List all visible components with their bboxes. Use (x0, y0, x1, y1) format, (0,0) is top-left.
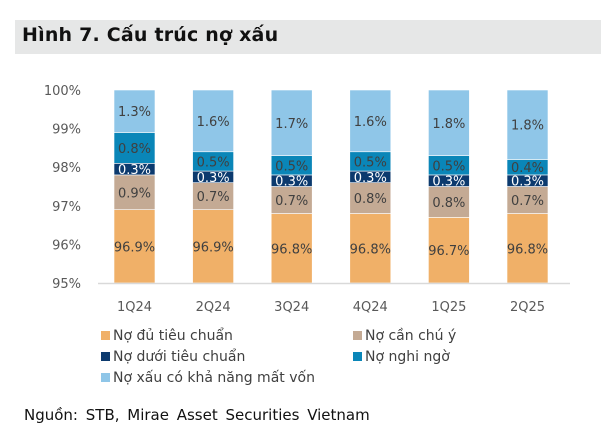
bar-segment (113, 89, 156, 133)
legend-label: Nợ cần chú ý (365, 328, 456, 344)
data-label: 1.6% (354, 115, 387, 130)
figure-title-bar: Hình 7. Cấu trúc nợ xấu (15, 20, 601, 54)
bar-segment (349, 182, 392, 214)
data-label: 1.7% (275, 117, 308, 132)
figure-title: Hình 7. Cấu trúc nợ xấu (22, 24, 279, 46)
legend-swatch (101, 373, 110, 382)
bar-segment (270, 186, 313, 214)
legend-swatch (101, 352, 110, 361)
x-tick-label: 3Q24 (274, 300, 309, 315)
x-tick-label: 4Q24 (353, 300, 388, 315)
data-label: 0.8% (432, 196, 465, 211)
source-note: Nguồn: STB, Mirae Asset Securities Vietn… (24, 406, 370, 424)
data-label: 96.8% (271, 242, 312, 257)
bar-segment (192, 182, 234, 210)
y-tick-label: 95% (52, 277, 81, 292)
data-label: 1.8% (432, 117, 465, 132)
legend-label: Nợ nghi ngờ (365, 349, 450, 365)
data-label: 0.3% (197, 171, 230, 186)
bar-segment (428, 89, 470, 156)
data-label: 0.7% (511, 194, 544, 209)
data-label: 0.4% (511, 161, 544, 176)
bar-segment (506, 213, 549, 284)
data-label: 0.5% (275, 159, 308, 174)
data-label: 1.6% (197, 115, 230, 130)
bar-segment (192, 89, 234, 153)
legend-swatch (353, 352, 362, 361)
data-label: 0.5% (197, 155, 230, 170)
data-label: 1.8% (511, 119, 544, 134)
data-label: 0.7% (275, 194, 308, 209)
legend-label: Nợ dưới tiêu chuẩn (113, 348, 245, 365)
bar-segment (428, 186, 470, 218)
data-label: 0.5% (432, 159, 465, 174)
data-label: 96.8% (507, 242, 548, 257)
y-tick-label: 99% (52, 123, 81, 138)
bar-segment (349, 89, 392, 153)
bar-segment (113, 132, 156, 164)
data-label: 96.9% (114, 240, 155, 255)
legend-label: Nợ xấu có khả năng mất vốn (113, 369, 315, 386)
x-tick-label: 2Q25 (510, 300, 545, 315)
bar-segment (506, 186, 549, 214)
bar-segment (506, 89, 549, 160)
y-tick-label: 100% (44, 84, 81, 99)
y-tick-label: 98% (52, 161, 81, 176)
y-tick-label: 96% (52, 238, 81, 253)
bar-segment (270, 213, 313, 284)
x-tick-label: 2Q24 (196, 300, 231, 315)
bar-segment (428, 217, 470, 284)
bar-segment (349, 213, 392, 284)
bar-segment (113, 174, 156, 210)
data-label: 0.5% (354, 155, 387, 170)
data-label: 0.8% (354, 192, 387, 207)
data-label: 0.3% (432, 175, 465, 190)
data-label: 96.7% (428, 244, 469, 259)
bar-segment (192, 209, 234, 284)
data-label: 0.3% (275, 175, 308, 190)
bar-segment (270, 89, 313, 156)
data-label: 0.3% (118, 163, 151, 178)
data-label: 0.8% (118, 142, 151, 157)
data-label: 96.9% (192, 240, 233, 255)
y-tick-label: 97% (52, 200, 81, 215)
data-label: 0.9% (118, 186, 151, 201)
data-label: 1.3% (118, 105, 151, 120)
x-tick-label: 1Q24 (117, 300, 152, 315)
legend-swatch (353, 331, 362, 340)
bar-segment (113, 209, 156, 284)
data-label: 0.3% (354, 171, 387, 186)
legend-label: Nợ đủ tiêu chuẩn (113, 327, 233, 344)
legend-swatch (101, 331, 110, 340)
data-label: 0.7% (197, 190, 230, 205)
x-tick-label: 1Q25 (431, 300, 466, 315)
data-label: 0.3% (511, 175, 544, 190)
data-label: 96.8% (350, 242, 391, 257)
